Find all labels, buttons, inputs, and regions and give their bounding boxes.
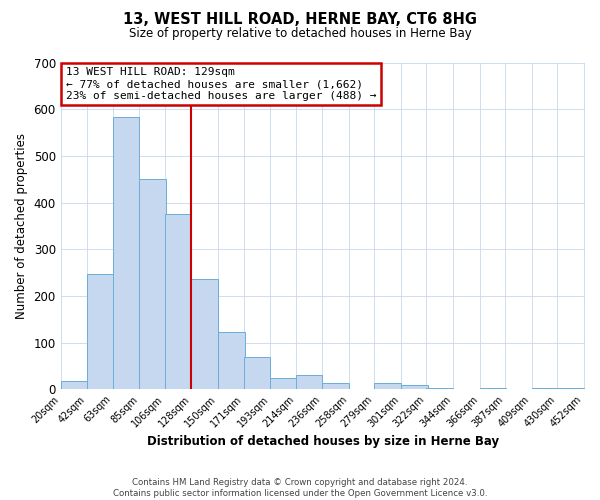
Bar bbox=[427, 388, 453, 389]
Text: 13 WEST HILL ROAD: 129sqm
← 77% of detached houses are smaller (1,662)
23% of se: 13 WEST HILL ROAD: 129sqm ← 77% of detac… bbox=[66, 68, 376, 100]
Bar bbox=[374, 383, 401, 389]
Bar bbox=[165, 214, 191, 389]
Bar bbox=[244, 358, 270, 389]
Bar bbox=[296, 374, 322, 389]
Bar bbox=[270, 378, 297, 389]
Bar bbox=[139, 179, 166, 389]
Bar bbox=[532, 388, 559, 389]
Text: 13, WEST HILL ROAD, HERNE BAY, CT6 8HG: 13, WEST HILL ROAD, HERNE BAY, CT6 8HG bbox=[123, 12, 477, 28]
Text: Contains HM Land Registry data © Crown copyright and database right 2024.
Contai: Contains HM Land Registry data © Crown c… bbox=[113, 478, 487, 498]
Bar bbox=[557, 388, 584, 389]
Text: Size of property relative to detached houses in Herne Bay: Size of property relative to detached ho… bbox=[128, 28, 472, 40]
Bar bbox=[401, 384, 428, 389]
Bar bbox=[191, 278, 218, 389]
Bar bbox=[113, 117, 139, 389]
Bar bbox=[322, 383, 349, 389]
Bar bbox=[479, 388, 506, 389]
Bar bbox=[218, 332, 245, 389]
X-axis label: Distribution of detached houses by size in Herne Bay: Distribution of detached houses by size … bbox=[147, 434, 499, 448]
Bar bbox=[61, 381, 88, 389]
Bar bbox=[88, 274, 114, 389]
Y-axis label: Number of detached properties: Number of detached properties bbox=[15, 133, 28, 319]
